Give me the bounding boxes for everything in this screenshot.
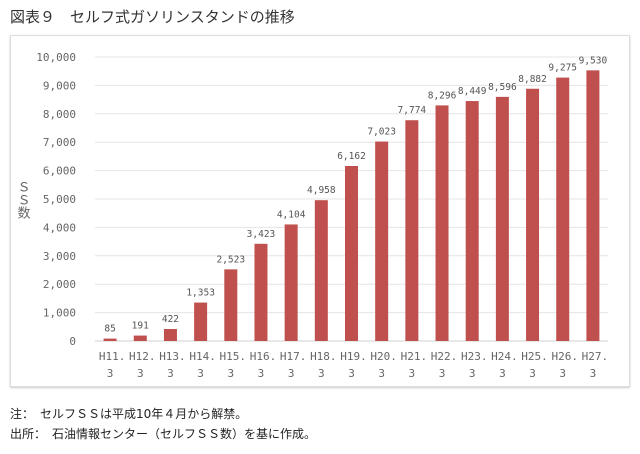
bar [465, 101, 479, 341]
bar [314, 200, 328, 341]
x-tick-label-sub: 3 [318, 367, 325, 380]
bar [405, 120, 419, 341]
x-tick-label-sub: 3 [137, 367, 144, 380]
y-tick-label: 5,000 [43, 193, 76, 206]
x-tick-label: H27. [582, 350, 609, 363]
x-tick-label: H11. [99, 350, 126, 363]
x-tick-label-sub: 3 [107, 367, 114, 380]
data-label: 85 [104, 324, 115, 335]
x-tick-label-sub: 3 [469, 367, 476, 380]
x-tick-label: H25. [521, 350, 548, 363]
x-tick-label-sub: 3 [348, 367, 355, 380]
bar [163, 329, 177, 341]
bar-chart: 0 1,000 2,000 3,000 4,000 5,000 6,000 7,000 8,00… [15, 51, 609, 380]
y-tick-label: 8,000 [43, 108, 76, 121]
x-tick-label: H20. [370, 350, 397, 363]
x-tick-label-sub: 3 [559, 367, 566, 380]
data-label: 3,423 [247, 229, 276, 240]
x-tick-label-sub: 3 [590, 367, 597, 380]
data-label: 7,774 [398, 105, 427, 116]
x-tick-label: H14. [189, 350, 216, 363]
bar [526, 88, 540, 342]
x-tick-label-sub: 3 [439, 367, 446, 380]
data-label: 6,162 [337, 151, 366, 162]
x-tick-label: H26. [551, 350, 578, 363]
bar [556, 77, 570, 341]
x-tick-label-sub: 3 [227, 367, 234, 380]
note-text: 注： セルフＳＳは平成10年４月から解禁。 [10, 407, 248, 421]
data-label: 2,523 [216, 254, 245, 265]
x-tick-label-sub: 3 [197, 367, 204, 380]
y-tick-label: 2,000 [43, 278, 76, 291]
x-tick-label-sub: 3 [409, 367, 416, 380]
y-tick-label: 0 [69, 335, 76, 348]
data-label: 191 [132, 321, 149, 332]
data-label: 4,958 [307, 185, 336, 196]
bar [133, 335, 147, 341]
y-tick-label: 1,000 [43, 307, 76, 320]
bar [586, 70, 600, 342]
x-tick-label: H23. [461, 350, 488, 363]
bar [435, 105, 449, 341]
bar [224, 269, 238, 341]
x-tick-label-sub: 3 [167, 367, 174, 380]
figure-title: 図表９ セルフ式ガソリンスタンドの推移 [10, 8, 295, 26]
x-tick-label: H17. [280, 350, 307, 363]
x-tick-label: H22. [431, 350, 458, 363]
x-tick-label-sub: 3 [288, 367, 295, 380]
x-tick-label-sub: 3 [378, 367, 385, 380]
x-tick-label: H16. [250, 350, 277, 363]
x-tick-label: H13. [159, 350, 186, 363]
bar [284, 224, 298, 341]
data-label: 7,023 [367, 127, 396, 138]
y-tick-label: 7,000 [43, 136, 76, 149]
y-axis-label: ＳＳ数 [15, 180, 31, 219]
source-text: 出所： 石油情報センター（セルフＳＳ数）を基に作成。 [10, 427, 317, 441]
data-label: 9,275 [548, 63, 577, 74]
x-tick-label: H12. [129, 350, 156, 363]
x-tick-label: H18. [310, 350, 337, 363]
bar [103, 338, 117, 341]
x-tick-label: H24. [491, 350, 518, 363]
bar [194, 302, 208, 341]
x-tick-label-sub: 3 [258, 367, 265, 380]
x-tick-label: H15. [220, 350, 247, 363]
data-label: 8,449 [458, 86, 487, 97]
y-tick-label: 3,000 [43, 250, 76, 263]
x-tick-label-sub: 3 [529, 367, 536, 380]
y-tick-label: 9,000 [43, 79, 76, 92]
x-tick-label-sub: 3 [499, 367, 506, 380]
bar [254, 243, 268, 341]
y-tick-label: 4,000 [43, 221, 76, 234]
data-label: 8,882 [518, 74, 547, 85]
bar [375, 141, 389, 341]
data-label: 1,353 [186, 288, 215, 299]
data-label: 9,530 [579, 55, 608, 66]
x-tick-label: H21. [401, 350, 428, 363]
bar [345, 165, 358, 341]
bar [495, 96, 509, 341]
x-tick-label: H19. [340, 350, 367, 363]
data-label: 8,596 [488, 82, 517, 93]
data-label: 4,104 [277, 209, 306, 220]
data-label: 422 [162, 314, 179, 325]
y-tick-label: 6,000 [43, 165, 76, 178]
y-tick-label: 10,000 [36, 51, 76, 64]
data-label: 8,296 [428, 90, 457, 101]
